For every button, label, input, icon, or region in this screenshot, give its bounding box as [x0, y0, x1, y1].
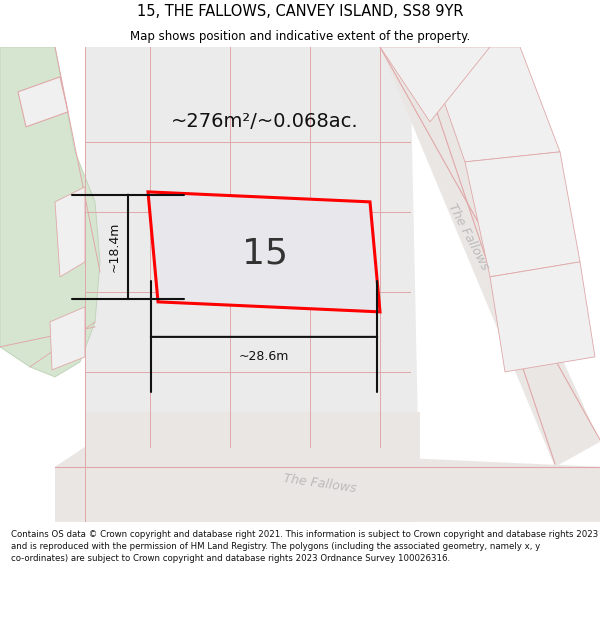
- Text: The Fallows: The Fallows: [445, 201, 491, 272]
- Polygon shape: [50, 307, 85, 370]
- Polygon shape: [85, 412, 420, 522]
- Polygon shape: [55, 447, 600, 522]
- Text: The Fallows: The Fallows: [283, 472, 357, 496]
- Text: Map shows position and indicative extent of the property.: Map shows position and indicative extent…: [130, 30, 470, 43]
- Polygon shape: [490, 262, 595, 372]
- Text: 15, THE FALLOWS, CANVEY ISLAND, SS8 9YR: 15, THE FALLOWS, CANVEY ISLAND, SS8 9YR: [137, 4, 463, 19]
- Text: ~276m²/~0.068ac.: ~276m²/~0.068ac.: [171, 112, 359, 131]
- Polygon shape: [55, 187, 85, 277]
- Polygon shape: [380, 47, 490, 122]
- Polygon shape: [18, 77, 68, 127]
- Polygon shape: [148, 192, 380, 312]
- Polygon shape: [0, 47, 100, 377]
- Polygon shape: [425, 47, 560, 162]
- Text: ~18.4m: ~18.4m: [107, 222, 121, 272]
- Polygon shape: [85, 47, 420, 522]
- Polygon shape: [380, 47, 600, 467]
- Text: Contains OS data © Crown copyright and database right 2021. This information is : Contains OS data © Crown copyright and d…: [11, 530, 598, 562]
- Text: ~28.6m: ~28.6m: [239, 351, 289, 363]
- Polygon shape: [465, 152, 580, 277]
- Text: 15: 15: [242, 237, 288, 271]
